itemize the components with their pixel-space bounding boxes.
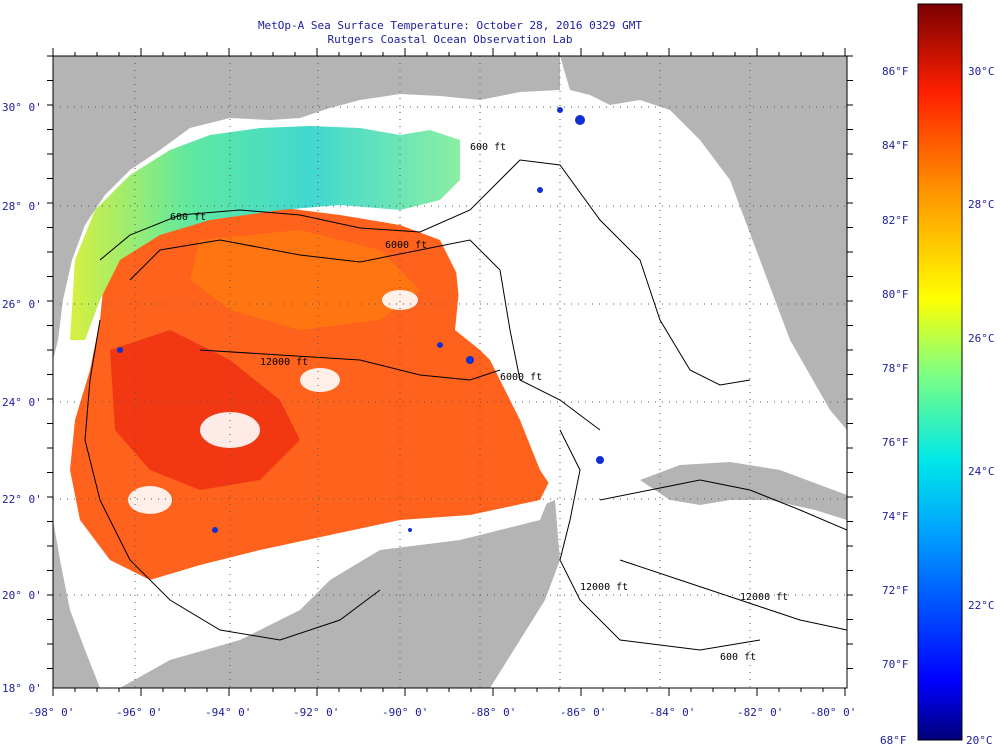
land-yucatan (120, 500, 560, 688)
cloud-patch (382, 290, 418, 310)
cb-f-label: 80°F (882, 288, 909, 301)
map-title: MetOp-A Sea Surface Temperature: October… (257, 19, 643, 32)
cb-f-label: 72°F (882, 584, 909, 597)
longitude-axis: -98° 0' -96° 0' -94° 0' -92° 0' -90° 0' … (28, 706, 856, 719)
contour-label-12000c: 12000 ft (740, 592, 788, 603)
cb-c-label: 24°C (968, 465, 995, 478)
cb-c-label: 22°C (968, 599, 995, 612)
land-us-gulf-coast (53, 56, 560, 360)
lon-label: -90° 0' (382, 706, 428, 719)
cold-speckles (117, 107, 604, 533)
land-cuba (640, 462, 847, 520)
graticule (53, 56, 847, 688)
map-subtitle: Rutgers Coastal Ocean Observation Lab (327, 33, 573, 46)
colorbar-gradient (917, 3, 963, 741)
lat-label: 22° 0' (2, 493, 42, 506)
sst-warm-patch (190, 230, 420, 330)
contour-label-12000b: 12000 ft (580, 582, 628, 593)
cb-f-label: 86°F (882, 65, 909, 78)
lat-label: 28° 0' (2, 200, 42, 213)
sst-hot-core (110, 330, 300, 490)
colorbar: 86°F 84°F 82°F 80°F 78°F 76°F 74°F 72°F … (880, 3, 995, 747)
cb-c-label: 28°C (968, 198, 995, 211)
lat-label: 18° 0' (2, 682, 42, 695)
cb-f-label: 76°F (882, 436, 909, 449)
cb-f-label: 82°F (882, 214, 909, 227)
cb-f-label: 78°F (882, 362, 909, 375)
contour-label-600b: 600 ft (470, 142, 506, 153)
sst-warm-region (70, 205, 550, 580)
lon-label: -96° 0' (116, 706, 162, 719)
lat-label: 26° 0' (2, 298, 42, 311)
bathymetry-contours (84, 159, 847, 651)
cb-f-label: 84°F (882, 139, 909, 152)
lon-label: -84° 0' (649, 706, 695, 719)
cloud-patch (200, 412, 260, 448)
land-florida (560, 56, 847, 430)
contour-label-600c: 600 ft (720, 652, 756, 663)
lon-label: -80° 0' (810, 706, 856, 719)
contour-label-6000b: 6000 ft (500, 372, 542, 383)
lat-label: 24° 0' (2, 396, 42, 409)
lon-label: -88° 0' (470, 706, 516, 719)
lon-label: -98° 0' (28, 706, 74, 719)
cloud-patch (300, 368, 340, 392)
cb-c-label: 30°C (968, 65, 995, 78)
cb-f-label: 74°F (882, 510, 909, 523)
cb-f-label: 70°F (882, 658, 909, 671)
contour-label-6000: 6000 ft (385, 240, 427, 251)
land-mexico (53, 520, 100, 688)
lon-label: -92° 0' (293, 706, 339, 719)
lon-label: -82° 0' (737, 706, 783, 719)
latitude-axis: 30° 0' 28° 0' 26° 0' 24° 0' 22° 0' 20° 0… (2, 101, 42, 695)
cb-c-min-label: 20°C (966, 734, 993, 747)
cb-f-min-label: 68°F (880, 734, 907, 747)
contour-label-600: 600 ft (170, 212, 206, 223)
lat-label: 30° 0' (2, 101, 42, 114)
axis-ticks (47, 48, 853, 696)
cb-c-label: 26°C (968, 332, 995, 345)
cloud-patch (128, 486, 172, 514)
cloud-gap-south (140, 500, 548, 590)
sst-coastal-band (70, 126, 470, 340)
lon-label: -86° 0' (560, 706, 606, 719)
lat-label: 20° 0' (2, 589, 42, 602)
lon-label: -94° 0' (205, 706, 251, 719)
contour-label-12000: 12000 ft (260, 357, 308, 368)
